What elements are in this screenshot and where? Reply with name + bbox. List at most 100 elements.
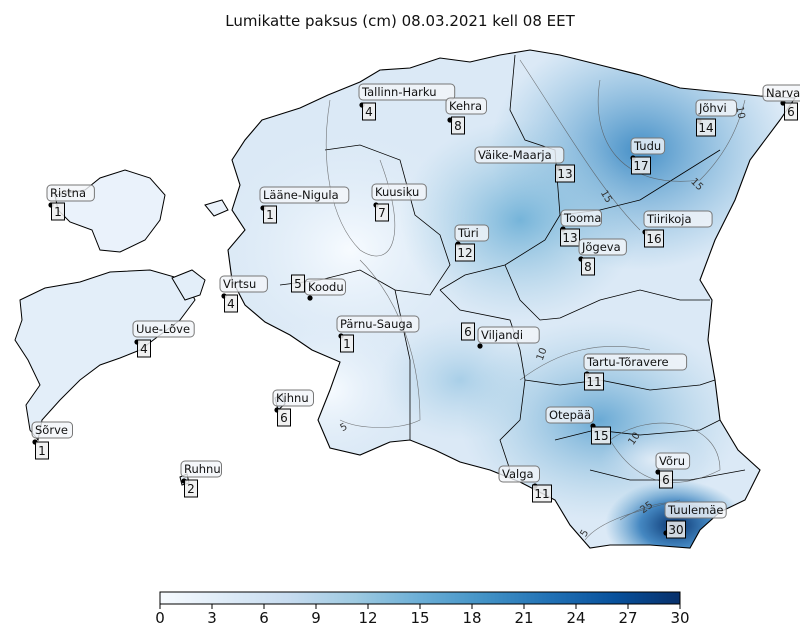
station-marker[interactable]: Pärnu-Sauga 1	[336, 315, 420, 353]
station-name-box	[545, 406, 594, 424]
station-value-box	[51, 202, 65, 221]
station-marker[interactable]: Uue-Lõve 4	[132, 320, 195, 358]
station-name-box	[664, 501, 727, 519]
station-value-box	[659, 470, 673, 489]
station-name-box	[477, 326, 540, 344]
station-value: 1	[38, 444, 46, 458]
muhu-island	[171, 269, 206, 301]
station-value: 6	[280, 411, 288, 425]
mainland-outline	[227, 49, 797, 549]
station-name-box	[583, 353, 688, 371]
colorbar-tick-label: 21	[514, 609, 533, 627]
station-name: Türi	[457, 226, 479, 240]
station-name-box	[132, 320, 195, 338]
hiiumaa-island	[54, 169, 166, 253]
station-value: 4	[227, 297, 235, 311]
station-name-box	[180, 460, 222, 478]
station-name: Jõhvi	[698, 101, 727, 115]
station-marker[interactable]: Tooma 13	[560, 209, 602, 247]
station-marker[interactable]: Kihnu 6	[272, 389, 314, 427]
station-name: Võru	[659, 454, 685, 468]
station-marker[interactable]: Tuulemäe 30	[663, 501, 727, 539]
station-name: Virtsu	[223, 277, 256, 291]
contour-label: 5	[339, 421, 350, 434]
station-marker[interactable]: Viljandi 6	[461, 322, 540, 349]
station-marker[interactable]: Sõrve 1	[31, 421, 73, 460]
station-value-box	[291, 274, 305, 293]
station-name-box	[336, 315, 420, 333]
station-name: Tartu-Tõravere	[586, 355, 669, 369]
station-name: Kehra	[449, 99, 482, 113]
station-value: 4	[365, 105, 373, 119]
station-value: 2	[187, 482, 195, 496]
colorbar-tick-label: 30	[670, 609, 689, 627]
station-value: 30	[668, 523, 683, 537]
station-value-box	[184, 479, 198, 498]
station-value-box	[362, 102, 376, 121]
station-value: 11	[586, 375, 601, 389]
station-value: 8	[584, 260, 592, 274]
station-name: Tuulemäe	[667, 503, 723, 517]
station-marker[interactable]: Tiirikoja 16	[642, 210, 713, 248]
colorbar-tick-label: 27	[618, 609, 637, 627]
station-value: 11	[534, 487, 549, 501]
station-name: Otepää	[549, 408, 591, 422]
station-marker[interactable]: Jõgeva 8	[578, 238, 627, 276]
station-marker[interactable]: Koodu 5	[291, 274, 346, 301]
station-marker[interactable]: Narva 6	[762, 84, 800, 121]
station-marker[interactable]: Võru 6	[655, 452, 691, 489]
station-value: 13	[562, 231, 577, 245]
station-value: 15	[593, 429, 608, 443]
station-marker[interactable]: Jõhvi 14	[695, 99, 737, 137]
saaremaa-island	[14, 269, 196, 442]
colorbar: 0 3 6 9 12 15 18 21 24 27 30	[155, 591, 690, 627]
station-marker[interactable]: Ristna 1	[46, 184, 95, 221]
colorbar-tick-label: 6	[259, 609, 269, 627]
station-name: Ristna	[50, 186, 86, 200]
station-name-box	[498, 465, 540, 483]
station-marker[interactable]: Ruhnu 2	[180, 460, 222, 498]
station-name: Tudu	[633, 139, 661, 153]
station-marker[interactable]: Türi 12	[454, 224, 490, 262]
station-marker[interactable]: Virtsu 4	[219, 275, 268, 313]
station-name-box	[643, 210, 713, 228]
station-name: Kuusiku	[375, 185, 419, 199]
station-marker[interactable]: Tudu 17	[630, 137, 666, 175]
station-name-box	[272, 389, 314, 407]
station-value: 7	[378, 206, 386, 220]
station-marker[interactable]: Kehra 8	[445, 97, 487, 135]
station-name: Lääne-Nigula	[263, 188, 339, 202]
station-value: 12	[457, 246, 472, 260]
station-value: 1	[266, 208, 274, 222]
station-marker[interactable]: Kuusiku 7	[371, 183, 427, 222]
station-value-box	[555, 164, 575, 183]
station-value: 1	[54, 205, 62, 219]
station-name: Kihnu	[276, 391, 309, 405]
station-value-box	[35, 441, 49, 460]
station-name-box	[560, 209, 602, 227]
station-marker[interactable]: Väike-Maarja 13	[474, 146, 575, 183]
station-dot	[307, 295, 313, 301]
station-dot	[477, 343, 483, 349]
station-marker[interactable]: Tallinn-Harku 4	[358, 83, 456, 121]
station-value-box	[340, 334, 354, 353]
station-name: Uue-Lõve	[136, 322, 190, 336]
station-name-box	[46, 184, 95, 202]
station-marker[interactable]: Tartu-Tõravere 11	[583, 353, 688, 391]
station-value: 5	[294, 277, 302, 291]
colorbar-tick-label: 24	[566, 609, 585, 627]
station-value: 16	[646, 232, 661, 246]
station-value-box	[224, 294, 238, 313]
contour-label: 5	[579, 528, 592, 539]
station-value-box	[591, 426, 611, 445]
station-value-box	[696, 118, 716, 137]
station-value-box	[455, 243, 475, 262]
station-name: Tooma	[563, 211, 601, 225]
station-name-box	[474, 146, 565, 164]
station-name: Narva	[766, 86, 800, 100]
station-marker[interactable]: Lääne-Nigula 1	[259, 186, 350, 224]
station-name: Väike-Maarja	[478, 148, 552, 162]
